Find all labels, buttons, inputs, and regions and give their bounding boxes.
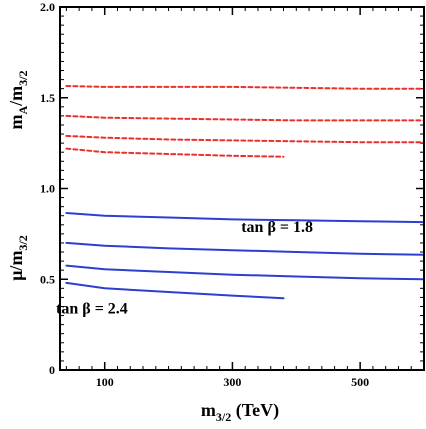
- tick-labels: 100 300 500 0 0.5 1.0 1.5 2.0: [40, 0, 369, 389]
- solid-curve: [65, 264, 425, 281]
- y-axis-label-bottom-sub2: 3/2: [16, 235, 30, 250]
- solid-curve: [65, 281, 285, 300]
- y-axis-label-top-rest: /m: [6, 86, 26, 107]
- y-axis-label-top-main: m: [6, 115, 26, 130]
- tan-beta-annotation: tan β = 1.8: [241, 219, 313, 236]
- x-axis-label: m3/2 (TeV): [201, 400, 279, 424]
- x-axis-label-unit: (TeV): [236, 400, 279, 421]
- dashed-curve: [65, 114, 425, 122]
- y-tick-label: 0.5: [40, 272, 55, 286]
- y-tick-label: 1.5: [40, 91, 55, 105]
- dashed-curve: [65, 85, 425, 90]
- y-axis-label-top: mA/m3/2: [6, 70, 30, 129]
- plot-frame: [59, 6, 425, 371]
- tan-beta-annotation: tan β = 2.4: [56, 301, 128, 318]
- y-tick-label: 0: [49, 363, 55, 377]
- dashed-curve: [65, 134, 425, 144]
- y-axis-label-bottom-main: μ: [6, 271, 26, 281]
- solid-curve: [65, 212, 425, 224]
- solid-curve: [65, 241, 425, 256]
- x-tick-label: 300: [223, 375, 241, 389]
- dashed-curve: [65, 147, 285, 158]
- x-tick-label: 500: [351, 375, 369, 389]
- y-tick-label: 2.0: [40, 0, 55, 14]
- y-tick-label: 1.0: [40, 182, 55, 196]
- annotations: tan β = 1.8 tan β = 2.4: [56, 219, 313, 318]
- y-axis-label-bottom: μ/m3/2: [6, 235, 30, 281]
- x-axis-label-sub: 3/2: [216, 410, 231, 424]
- y-axis-label-bottom-rest: /m: [6, 251, 26, 272]
- x-axis-label-main: m: [201, 400, 216, 420]
- y-axis-label-top-sub: A: [16, 106, 30, 115]
- x-tick-label: 100: [96, 375, 114, 389]
- series-layer: [65, 85, 425, 300]
- y-axis-label-top-sub2: 3/2: [16, 70, 30, 85]
